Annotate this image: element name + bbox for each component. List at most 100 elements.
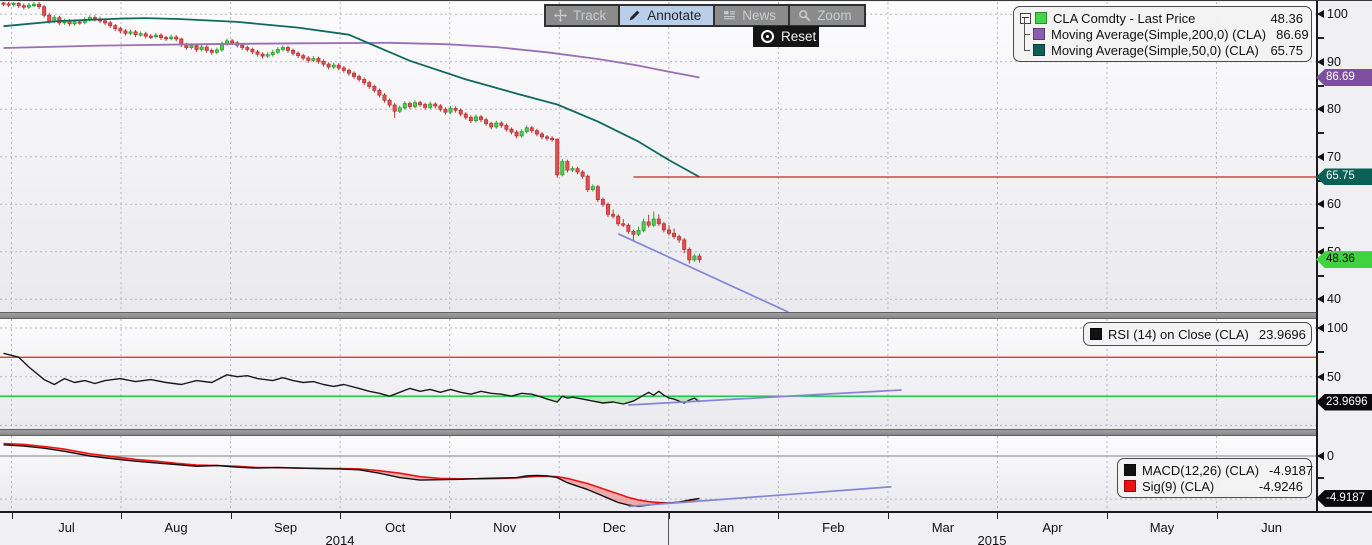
month-tick: [121, 513, 122, 519]
x-axis-month-label: Jun: [1217, 520, 1327, 535]
axis-arrow-icon: [1317, 373, 1324, 381]
ma200-line: [4, 43, 700, 78]
legend-row[interactable]: Sig(9) (CLA) -4.9246: [1124, 478, 1303, 494]
legend-value: -4.9187: [1259, 463, 1313, 478]
x-axis-month-label: Feb: [778, 520, 888, 535]
toolbar-button-label: Annotate: [647, 8, 701, 23]
price-flag: -4.9187: [1316, 490, 1372, 507]
macd-histogram-fill: [4, 444, 700, 507]
tree-connector: [1020, 26, 1030, 42]
rsi-axis-minor-tick: [1317, 351, 1324, 353]
trendline-annotation[interactable]: [618, 234, 788, 312]
legend-row[interactable]: Moving Average(Simple,50,0) (CLA)65.75: [1020, 42, 1303, 58]
trendline-annotation[interactable]: [628, 487, 891, 507]
axis-arrow-icon: [1317, 452, 1324, 460]
legend-label: Moving Average(Simple,200,0) (CLA): [1051, 27, 1266, 42]
chart-toolbar: Track Annotate News Zoom: [544, 4, 866, 27]
move-icon: [554, 9, 567, 22]
x-axis-month-label: May: [1107, 520, 1217, 535]
price-axis-minor-tick: [1317, 227, 1324, 229]
tree-connector: [1020, 42, 1030, 58]
price-flag: 86.69: [1316, 69, 1372, 86]
ma50-line: [4, 18, 700, 177]
legend-label: RSI (14) on Close (CLA): [1108, 327, 1249, 342]
legend-label: MACD(12,26) (CLA): [1142, 463, 1259, 478]
legend-row[interactable]: Moving Average(Simple,200,0) (CLA)86.69: [1020, 26, 1303, 42]
reset-icon: [761, 30, 774, 43]
month-tick: [997, 513, 998, 519]
axis-arrow-icon: [1317, 295, 1324, 303]
month-tick: [888, 513, 889, 519]
month-tick: [778, 513, 779, 519]
reset-button-label: Reset: [781, 29, 816, 44]
legend-swatch: [1033, 28, 1045, 40]
toolbar-button-label: Track: [573, 8, 606, 23]
price-legend[interactable]: CLA Comdty - Last Price48.36Moving Avera…: [1013, 6, 1312, 62]
toolbar-button-zoom[interactable]: Zoom: [790, 6, 864, 25]
price-flag: 65.75: [1316, 168, 1372, 185]
axis-arrow-icon: [1317, 324, 1324, 332]
legend-row[interactable]: RSI (14) on Close (CLA)23.9696: [1090, 326, 1303, 342]
x-axis-month-label: Jul: [12, 520, 122, 535]
x-axis-month-label: Aug: [121, 520, 231, 535]
panel-separator[interactable]: [0, 312, 1372, 319]
rsi-legend[interactable]: RSI (14) on Close (CLA)23.9696: [1083, 322, 1312, 346]
reset-button[interactable]: Reset: [753, 26, 819, 47]
month-tick: [450, 513, 451, 519]
legend-value: 23.9696: [1249, 327, 1306, 342]
price-axis-label: 40: [1317, 292, 1341, 307]
legend-value: 48.36: [1260, 11, 1303, 26]
toolbar-button-annotate[interactable]: Annotate: [620, 6, 713, 25]
month-tick: [12, 513, 13, 519]
year-divider: [668, 513, 669, 545]
legend-label: Sig(9) (CLA): [1142, 479, 1214, 494]
axis-arrow-icon: [1317, 10, 1324, 18]
legend-row[interactable]: CLA Comdty - Last Price 48.36: [1020, 10, 1303, 26]
axis-arrow-icon: [1317, 58, 1324, 66]
toolbar-button-news[interactable]: News: [715, 6, 788, 25]
month-tick: [1107, 513, 1108, 519]
pencil-icon: [628, 9, 641, 22]
price-axis-minor-tick: [1317, 37, 1324, 39]
toolbar-button-label: News: [742, 8, 776, 23]
price-axis-label: 100: [1317, 7, 1348, 22]
legend-value: 65.75: [1260, 43, 1303, 58]
month-tick: [340, 513, 341, 519]
candles[interactable]: [2, 2, 701, 264]
price-axis-label: 60: [1317, 197, 1341, 212]
legend-value: -4.9246: [1249, 479, 1303, 494]
toolbar-button-track[interactable]: Track: [546, 6, 618, 25]
macd-legend[interactable]: MACD(12,26) (CLA)-4.9187Sig(9) (CLA)-4.9…: [1117, 458, 1312, 498]
legend-swatch: [1124, 464, 1136, 476]
macd-signal-line: [4, 444, 700, 504]
legend-label: CLA Comdty - Last Price: [1053, 11, 1195, 26]
legend-swatch: [1124, 480, 1136, 492]
x-axis-month-label: Nov: [450, 520, 560, 535]
price-axis-label: 90: [1317, 54, 1341, 69]
axis-arrow-icon: [1317, 153, 1324, 161]
price-axis-minor-tick: [1317, 132, 1324, 134]
legend-label: Moving Average(Simple,50,0) (CLA): [1051, 43, 1259, 58]
legend-swatch: [1033, 44, 1045, 56]
collapse-icon[interactable]: [1020, 13, 1031, 24]
magnifier-icon: [798, 9, 811, 22]
legend-swatch: [1035, 12, 1047, 24]
year-label-2014: 2014: [300, 533, 380, 545]
month-tick: [559, 513, 560, 519]
axis-arrow-icon: [1317, 105, 1324, 113]
legend-row[interactable]: MACD(12,26) (CLA)-4.9187: [1124, 462, 1303, 478]
panel-separator[interactable]: [0, 429, 1372, 436]
price-axis-label: 70: [1317, 149, 1341, 164]
rsi-axis-label: 100: [1317, 321, 1348, 336]
price-flag: 23.9696: [1316, 394, 1372, 411]
macd-axis-minor-tick: [1317, 477, 1324, 479]
legend-swatch: [1090, 328, 1102, 340]
legend-value: 86.69: [1266, 27, 1309, 42]
macd-axis-label: 0: [1317, 449, 1334, 464]
macd-line: [4, 445, 700, 507]
toolbar-button-label: Zoom: [817, 8, 852, 23]
news-icon: [723, 9, 736, 22]
axis-arrow-icon: [1317, 200, 1324, 208]
chart-window: 100908070605040100500 JulAugSepOctNovDec…: [0, 0, 1372, 545]
rsi-axis-label: 50: [1317, 369, 1341, 384]
